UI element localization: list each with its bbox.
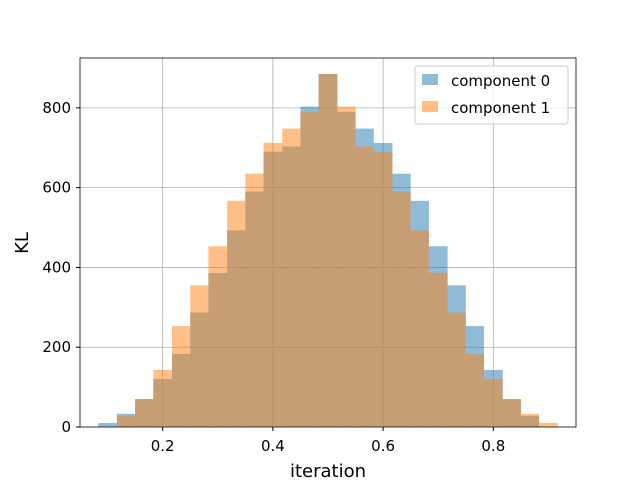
x-tick-label: 0.4 bbox=[261, 437, 285, 455]
histogram-bar-component-1 bbox=[116, 415, 136, 427]
legend-swatch-component-1 bbox=[422, 101, 438, 112]
y-axis-ticks: 0 200 400 600 800 bbox=[42, 99, 80, 436]
x-tick-label: 0.6 bbox=[371, 437, 395, 455]
y-tick-label: 200 bbox=[42, 338, 71, 356]
histogram-bar-component-1 bbox=[300, 111, 319, 427]
x-tick-label: 0.2 bbox=[151, 437, 175, 455]
histogram-bar-component-1 bbox=[337, 106, 356, 428]
histogram-bar-component-1 bbox=[153, 369, 173, 427]
x-axis-label: iteration bbox=[290, 461, 366, 480]
histogram-bar-component-1 bbox=[355, 146, 374, 427]
y-tick-label: 0 bbox=[61, 418, 71, 436]
y-axis-label: KL bbox=[12, 232, 33, 254]
legend-box bbox=[414, 65, 569, 125]
histogram-bar-component-1 bbox=[227, 200, 246, 427]
histogram-bar-component-1 bbox=[263, 142, 283, 427]
histogram-bar-component-1 bbox=[245, 173, 264, 427]
histogram-bar-component-1 bbox=[502, 399, 521, 427]
histogram-bar-component-1 bbox=[410, 230, 429, 427]
histogram-bar-component-1 bbox=[392, 191, 411, 427]
legend: component 0 component 1 bbox=[414, 65, 569, 125]
histogram-bar-component-1 bbox=[190, 285, 209, 427]
histogram-bar-component-1 bbox=[373, 151, 393, 427]
histogram-bars bbox=[98, 73, 558, 428]
legend-label-component-1: component 1 bbox=[451, 99, 550, 117]
x-axis-ticks: 0.2 0.4 0.6 0.8 bbox=[151, 427, 505, 455]
histogram-bar-component-1 bbox=[483, 379, 503, 427]
histogram-bar-component-1 bbox=[318, 73, 338, 427]
histogram-bar-component-1 bbox=[172, 326, 191, 427]
histogram-bar-component-1 bbox=[447, 312, 466, 427]
legend-swatch-component-0 bbox=[422, 74, 438, 85]
histogram-bar-component-1 bbox=[428, 273, 448, 427]
histogram-bar-component-1 bbox=[539, 423, 558, 427]
histogram-bar-component-1 bbox=[208, 246, 228, 427]
y-tick-label: 800 bbox=[42, 99, 71, 117]
y-tick-label: 400 bbox=[42, 258, 71, 276]
histogram-bar-component-1 bbox=[282, 128, 301, 427]
histogram-bar-component-1 bbox=[465, 353, 484, 427]
histogram-bar-component-1 bbox=[135, 399, 154, 427]
legend-label-component-0: component 0 bbox=[451, 72, 550, 90]
histogram-bar-component-1 bbox=[520, 413, 540, 427]
x-tick-label: 0.8 bbox=[481, 437, 505, 455]
y-tick-label: 600 bbox=[42, 179, 71, 197]
plot-frame bbox=[79, 57, 577, 428]
histogram-bar-component-0 bbox=[98, 423, 117, 427]
